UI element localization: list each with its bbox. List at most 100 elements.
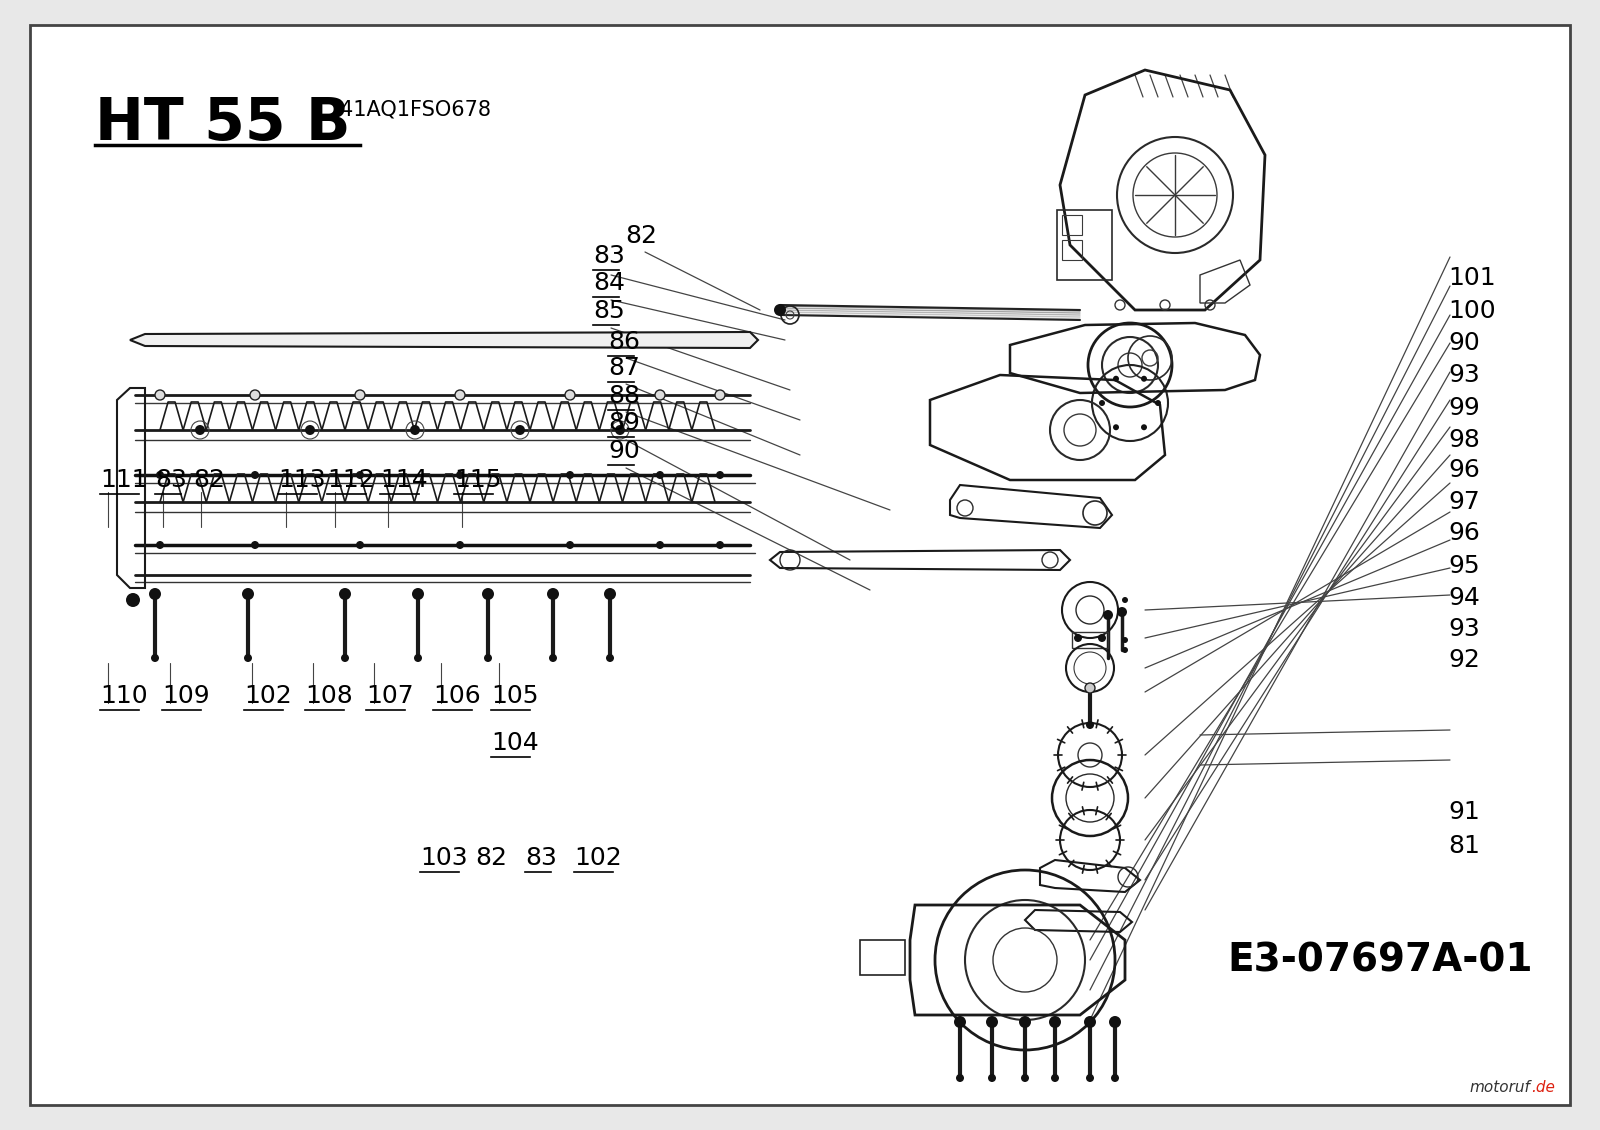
Circle shape xyxy=(654,390,666,400)
Text: 87: 87 xyxy=(608,356,640,380)
Circle shape xyxy=(957,1074,963,1083)
Circle shape xyxy=(126,593,141,607)
Text: 107: 107 xyxy=(366,684,414,709)
Text: 105: 105 xyxy=(491,684,539,709)
Text: 108: 108 xyxy=(306,684,352,709)
Circle shape xyxy=(1117,607,1126,617)
Circle shape xyxy=(986,1016,998,1028)
Circle shape xyxy=(355,390,365,400)
Circle shape xyxy=(1051,1074,1059,1083)
Circle shape xyxy=(656,541,664,549)
Polygon shape xyxy=(130,332,758,348)
Text: 89: 89 xyxy=(608,411,640,435)
Circle shape xyxy=(195,425,205,435)
Circle shape xyxy=(251,541,259,549)
Circle shape xyxy=(150,654,158,662)
Circle shape xyxy=(157,541,165,549)
Text: 109: 109 xyxy=(162,684,210,709)
Bar xyxy=(1062,240,1082,260)
Text: motoruf: motoruf xyxy=(1469,1080,1530,1095)
Circle shape xyxy=(1109,1016,1122,1028)
Circle shape xyxy=(149,588,162,600)
Circle shape xyxy=(549,654,557,662)
Circle shape xyxy=(1050,1016,1061,1028)
Circle shape xyxy=(355,471,365,479)
Circle shape xyxy=(483,654,493,662)
Circle shape xyxy=(339,588,350,600)
Circle shape xyxy=(414,654,422,662)
Text: 102: 102 xyxy=(574,846,622,870)
Text: 112: 112 xyxy=(326,468,374,492)
Text: 82: 82 xyxy=(475,846,507,870)
Text: HT 55 B: HT 55 B xyxy=(94,95,350,153)
Circle shape xyxy=(1114,424,1118,431)
Circle shape xyxy=(1021,1074,1029,1083)
Text: 86: 86 xyxy=(608,330,640,354)
Circle shape xyxy=(606,654,614,662)
Circle shape xyxy=(566,541,574,549)
Text: 99: 99 xyxy=(1448,396,1480,420)
Circle shape xyxy=(774,304,786,316)
Text: 83: 83 xyxy=(594,244,626,268)
Circle shape xyxy=(456,541,464,549)
Text: 94: 94 xyxy=(1448,586,1480,610)
Text: 90: 90 xyxy=(1448,331,1480,355)
Circle shape xyxy=(566,471,574,479)
Text: 110: 110 xyxy=(99,684,147,709)
Circle shape xyxy=(1141,376,1147,382)
Bar xyxy=(861,940,906,975)
Text: 90: 90 xyxy=(608,438,640,463)
Circle shape xyxy=(1114,376,1118,382)
Text: 100: 100 xyxy=(1448,299,1496,323)
Circle shape xyxy=(250,390,259,400)
Text: 106: 106 xyxy=(434,684,480,709)
Text: 41AQ1FSO678: 41AQ1FSO678 xyxy=(339,99,491,120)
Circle shape xyxy=(341,654,349,662)
Text: 82: 82 xyxy=(626,224,658,247)
Text: .de: .de xyxy=(1531,1080,1555,1095)
Circle shape xyxy=(243,654,253,662)
Circle shape xyxy=(1074,634,1082,642)
Circle shape xyxy=(1086,1074,1094,1083)
Circle shape xyxy=(482,588,494,600)
Bar xyxy=(1058,210,1112,280)
Circle shape xyxy=(1019,1016,1030,1028)
Circle shape xyxy=(565,390,574,400)
Circle shape xyxy=(456,471,464,479)
Circle shape xyxy=(1086,721,1094,729)
Circle shape xyxy=(1122,647,1128,653)
Circle shape xyxy=(515,425,525,435)
Circle shape xyxy=(954,1016,966,1028)
Circle shape xyxy=(614,425,626,435)
Circle shape xyxy=(1098,634,1106,642)
Circle shape xyxy=(1141,424,1147,431)
Text: 111: 111 xyxy=(99,468,147,492)
Text: 83: 83 xyxy=(525,846,557,870)
Text: 91: 91 xyxy=(1448,800,1480,824)
Text: 82: 82 xyxy=(194,468,226,492)
Circle shape xyxy=(413,588,424,600)
Circle shape xyxy=(355,541,365,549)
Text: 97: 97 xyxy=(1448,490,1480,514)
Circle shape xyxy=(717,541,723,549)
Text: 104: 104 xyxy=(491,731,539,755)
Text: 93: 93 xyxy=(1448,617,1480,641)
Text: 115: 115 xyxy=(454,468,501,492)
Text: 92: 92 xyxy=(1448,647,1480,672)
Text: 96: 96 xyxy=(1448,458,1480,483)
Circle shape xyxy=(1099,400,1106,406)
Circle shape xyxy=(717,471,723,479)
Circle shape xyxy=(1110,1074,1118,1083)
Text: 93: 93 xyxy=(1448,363,1480,386)
Circle shape xyxy=(410,425,419,435)
Circle shape xyxy=(547,588,558,600)
Text: 88: 88 xyxy=(608,384,640,408)
Text: 84: 84 xyxy=(594,271,626,295)
Bar xyxy=(1062,215,1082,235)
Text: 96: 96 xyxy=(1448,521,1480,545)
Circle shape xyxy=(1085,1016,1096,1028)
Circle shape xyxy=(242,588,254,600)
Text: 98: 98 xyxy=(1448,428,1480,452)
Circle shape xyxy=(605,588,616,600)
Text: 95: 95 xyxy=(1448,554,1480,579)
